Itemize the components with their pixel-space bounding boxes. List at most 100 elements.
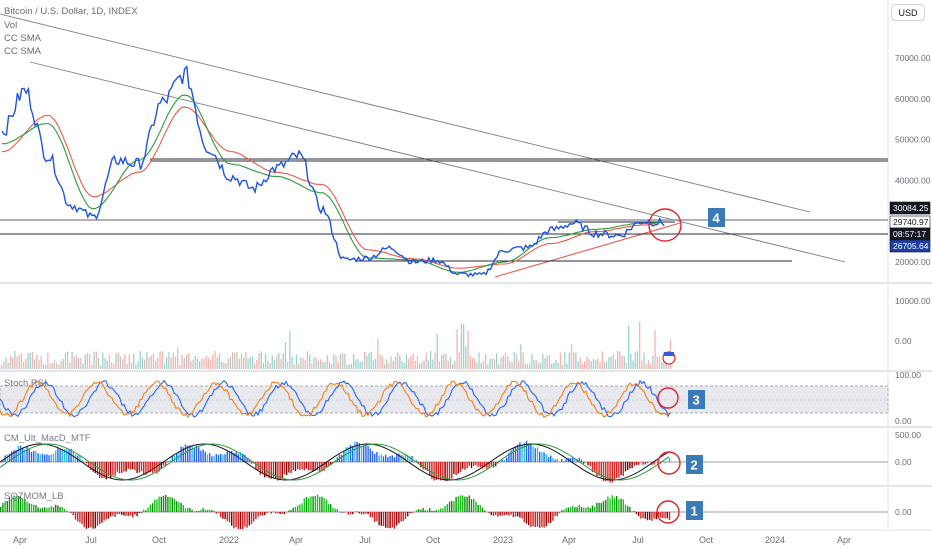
mom-bar: [363, 512, 365, 515]
volume-bar: [249, 356, 251, 369]
macd-bar: [545, 454, 547, 462]
macd-bar: [312, 462, 314, 472]
volume-bar: [348, 364, 350, 369]
mom-bar: [627, 506, 629, 512]
macd-label[interactable]: CM_Ult_MacD_MTF: [4, 433, 91, 444]
indicator-vol-label[interactable]: Vol: [4, 20, 18, 31]
mom-bar: [444, 505, 446, 512]
time-tick: Apr: [289, 535, 303, 545]
mom-bar: [330, 504, 332, 512]
mom-bar: [512, 512, 514, 518]
macd-bar: [193, 447, 195, 462]
mom-bar: [281, 512, 283, 514]
mom-bar: [37, 507, 39, 512]
volume-bar: [40, 355, 42, 369]
price-y-tick: 20000.00: [895, 257, 931, 267]
time-axis[interactable]: Apr Jul Oct 2022 Apr Jul Oct 2023 Apr Jul Oct 2024 A…: [13, 535, 851, 545]
macd-bar: [407, 454, 409, 462]
mom-bar: [2, 503, 4, 512]
volume-bar: [100, 364, 102, 369]
macd-bar: [374, 453, 376, 462]
indicator-sma-label-1[interactable]: CC SMA: [4, 33, 41, 44]
stoch-y-tick: 0.00: [895, 416, 912, 426]
price-pane[interactable]: 70000.00 60000.00 50000.00 40000.00 20000.00…: [0, 0, 932, 531]
volume-bar: [166, 357, 168, 369]
mom-bar: [321, 496, 323, 512]
volume-bar: [540, 362, 542, 369]
mom-bar: [99, 512, 101, 525]
volume-bar: [454, 361, 456, 369]
macd-bar: [569, 458, 572, 462]
volume-bar: [262, 363, 265, 369]
volume-bar: [194, 355, 196, 369]
mom-bar: [187, 507, 189, 512]
currency-button[interactable]: USD: [891, 4, 925, 21]
volume-bar: [97, 357, 100, 369]
macd-bar: [613, 462, 616, 481]
volume-bar: [71, 352, 73, 369]
indicator-sma-label-2[interactable]: CC SMA: [4, 46, 41, 57]
mom-bar: [365, 512, 367, 514]
mom-bar: [605, 499, 607, 512]
macd-bar: [506, 457, 508, 462]
volume-y-tick: 10000.00: [895, 296, 931, 306]
macd-bar: [440, 462, 442, 481]
volume-bar: [599, 361, 601, 369]
macd-bar: [396, 454, 398, 462]
stoch-rsi-label[interactable]: Stoch RSI: [4, 378, 47, 389]
volume-bar: [102, 352, 104, 369]
macd-bar: [129, 462, 132, 470]
volume-bar: [623, 356, 625, 369]
mom-bar: [312, 496, 314, 512]
price-y-tick: 70000.00: [895, 53, 931, 63]
volume-bar: [179, 364, 181, 369]
volume-bar: [353, 354, 355, 369]
macd-bar: [189, 445, 191, 462]
macd-bar: [550, 455, 552, 462]
macd-bar: [528, 444, 530, 462]
mom-bar: [644, 512, 646, 519]
mom-bar: [662, 512, 664, 519]
mom-bar: [222, 512, 224, 519]
macd-bar: [158, 462, 160, 472]
macd-bar: [369, 448, 371, 462]
volume-bar: [93, 351, 95, 369]
macd-bar: [490, 462, 492, 466]
volume-bar: [95, 351, 97, 369]
volume-y-tick: 0.00: [895, 336, 912, 346]
volume-bar: [155, 361, 157, 369]
volume-bar: [80, 358, 82, 369]
volume-bar: [632, 360, 634, 369]
mom-bar: [48, 507, 50, 512]
momentum-label[interactable]: SQZMOM_LB: [4, 491, 64, 502]
symbol-title[interactable]: Bitcoin / U.S. Dollar, 1D, INDEX: [4, 6, 138, 17]
mom-bar: [503, 512, 506, 516]
mom-bar: [184, 508, 187, 512]
mom-bar: [385, 512, 387, 528]
mom-bar: [134, 512, 136, 515]
macd-bar: [642, 462, 644, 465]
mom-bar: [44, 507, 46, 512]
mom-bar: [479, 505, 481, 512]
macd-bar: [303, 462, 305, 471]
mom-bar: [283, 512, 286, 515]
mom-bar: [536, 512, 539, 527]
volume-bar: [168, 352, 170, 369]
volume-bar: [335, 355, 337, 369]
mom-bar: [374, 512, 376, 522]
mom-bar: [266, 512, 268, 513]
volume-bar: [284, 342, 287, 369]
macd-bar: [169, 459, 171, 462]
mom-bar: [79, 512, 81, 523]
macd-bar: [360, 446, 363, 462]
volume-bar: [58, 364, 60, 369]
macd-bar: [107, 462, 110, 477]
mom-bar: [543, 512, 545, 528]
macd-bar: [272, 462, 275, 479]
mom-bar: [198, 510, 200, 512]
mom-bar: [343, 512, 345, 513]
mom-bar: [180, 502, 182, 512]
volume-bar: [238, 358, 240, 369]
volume-bar: [361, 361, 364, 369]
